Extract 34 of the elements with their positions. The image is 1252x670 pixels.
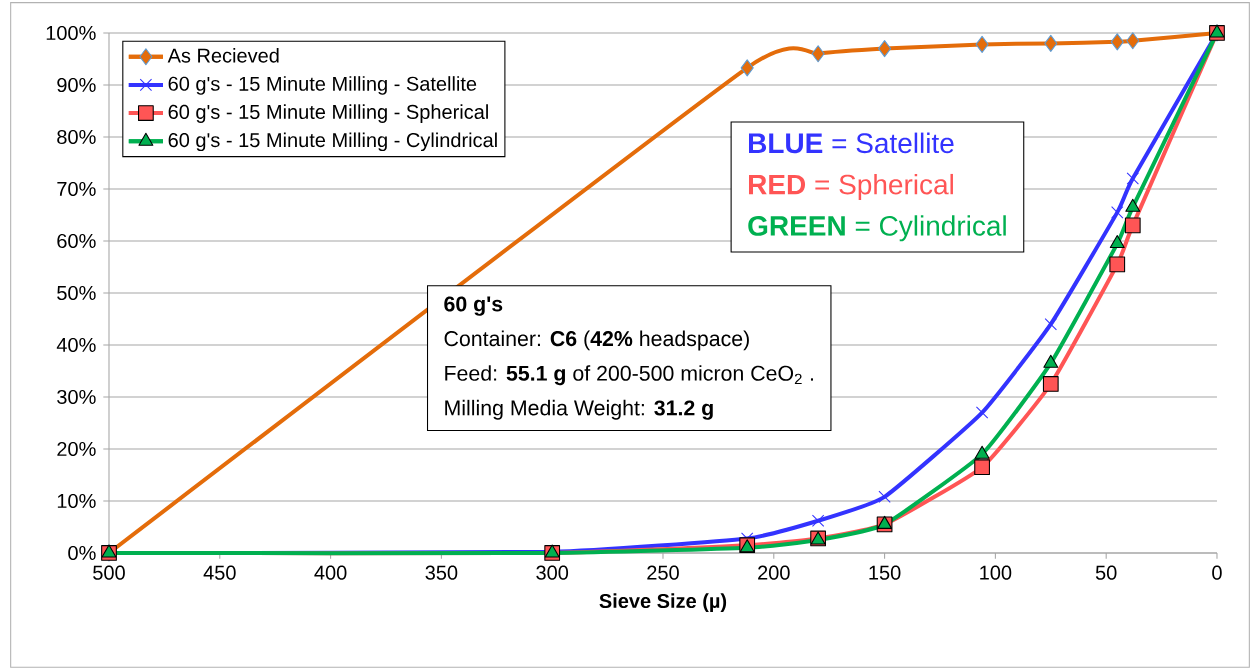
annotation: GREEN = Cylindrical (748, 215, 1006, 242)
y-tick-label: 100% (46, 25, 96, 41)
annotation: Feed: 55.1 g of 200-500 micron CeO$_{2}$ . (445, 365, 813, 386)
x-tick-label: 100 (980, 565, 1012, 580)
y-tick-label: 60% (57, 233, 96, 249)
legend-label: 60 g's - 15 Minute Milling - Spherical (168, 104, 488, 123)
y-tick-label: 20% (57, 441, 96, 457)
legend-label: As Recieved (167, 47, 279, 63)
y-tick-label: 30% (57, 389, 96, 405)
y-tick-label: 10% (57, 493, 96, 509)
x-tick-label: 400 (314, 565, 347, 580)
x-tick-label: 500 (93, 565, 125, 580)
x-tick-label: 150 (869, 565, 901, 580)
x-tick-label: 300 (536, 565, 569, 580)
x-tick-label: 0 (1212, 565, 1222, 580)
y-tick-label: 40% (56, 337, 96, 353)
legend-label: 60 g's - 15 Minute Milling - Cylindrical (168, 132, 497, 152)
annotation: 60 g's (444, 296, 503, 316)
x-tick-label: 250 (647, 565, 679, 580)
x-tick-label: 450 (203, 565, 236, 580)
annotation: BLUE = Satellite (749, 132, 954, 154)
x-tick-label: 50 (1095, 565, 1117, 580)
annotation: RED = Spherical (749, 173, 953, 201)
x-tick-label: 200 (758, 565, 790, 580)
x-tick-label: 350 (425, 565, 458, 580)
x-axis-title: Sieve Size (µ) (599, 593, 727, 613)
annotation: Container: C6 (42% headspace) (444, 330, 749, 351)
annotation: Milling Media Weight: 31.2 g (445, 399, 713, 420)
y-tick-label: 70% (57, 181, 96, 197)
legend-label: 60 g's - 15 Minute Milling - Satellite (168, 76, 477, 95)
y-tick-label: 0% (68, 545, 96, 561)
y-tick-label: 80% (57, 129, 96, 145)
y-tick-label: 90% (57, 77, 96, 93)
y-tick-label: 50% (57, 285, 96, 301)
